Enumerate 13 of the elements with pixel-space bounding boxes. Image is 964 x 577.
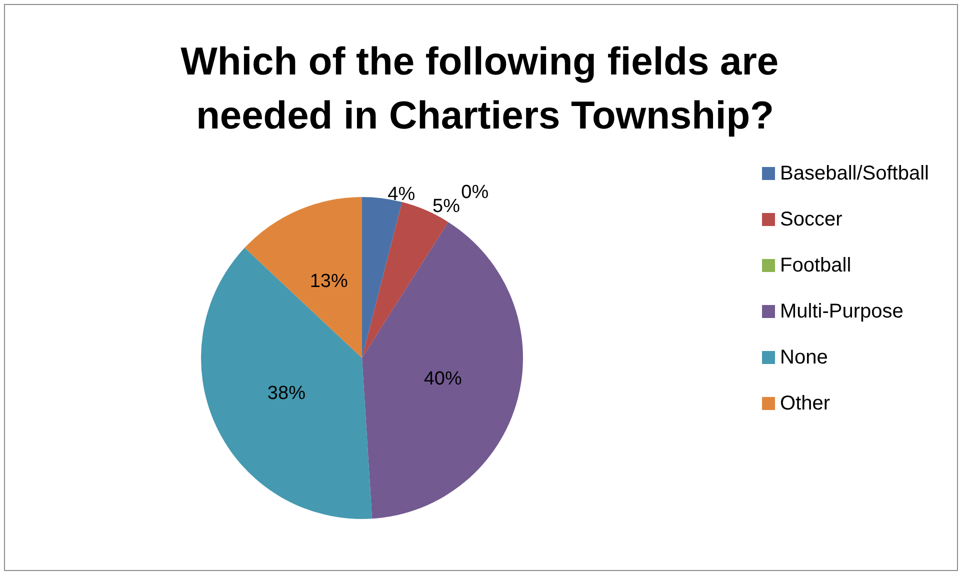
data-label: 40% bbox=[424, 368, 462, 390]
data-label: 13% bbox=[310, 270, 348, 292]
data-label: 5% bbox=[432, 196, 460, 218]
text: 0% bbox=[461, 182, 489, 203]
chart-title: Which of the following fields are needed in Chartiers Township? bbox=[180, 40, 790, 138]
legend-label: Soccer bbox=[780, 208, 843, 230]
data-label: 38% bbox=[267, 383, 306, 404]
legend-label: Other bbox=[780, 392, 830, 414]
legend-label: Multi-Purpose bbox=[780, 300, 904, 322]
legend-label: Football bbox=[780, 254, 852, 276]
legend-label: None bbox=[780, 346, 828, 368]
data-label: 4% bbox=[388, 184, 416, 205]
legend-label: Baseball/Softball bbox=[780, 162, 929, 184]
